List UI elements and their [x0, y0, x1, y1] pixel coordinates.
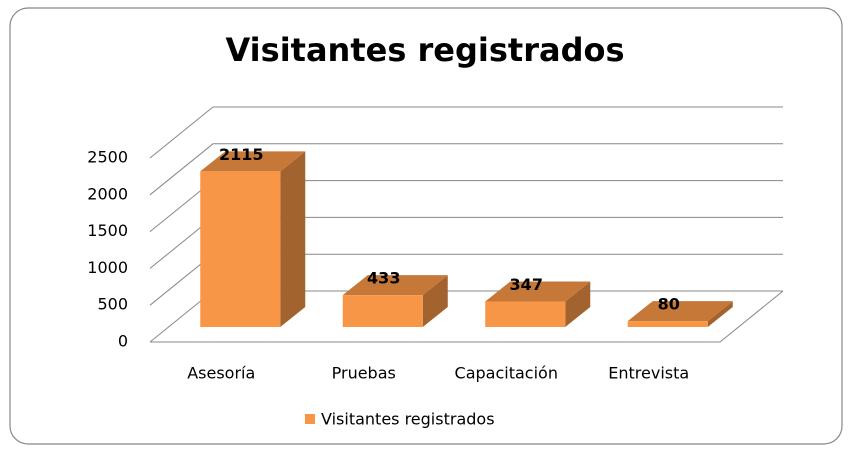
bar-top: [342, 275, 448, 296]
bar-top: [485, 281, 591, 302]
x-tick-label: Entrevista: [608, 364, 689, 383]
value-label: 347: [510, 275, 543, 294]
y-tick-label: 2500: [87, 148, 128, 167]
bar: [200, 171, 281, 327]
y-tick-label: 2000: [87, 184, 128, 203]
bar-side: [422, 275, 448, 327]
grid-line: [149, 106, 783, 159]
chart-title: Visitantes registrados: [225, 31, 624, 69]
value-label: 80: [658, 295, 680, 314]
x-tick-label: Pruebas: [332, 364, 396, 383]
y-tick-label: 0: [118, 332, 128, 351]
y-tick-label: 500: [97, 295, 128, 314]
grid-line: [149, 143, 783, 196]
x-tick-label: Capacitación: [455, 364, 558, 383]
legend-swatch: [305, 414, 315, 424]
x-tick-label: Asesoría: [187, 364, 255, 383]
bar-top: [627, 301, 733, 322]
y-tick-label: 1500: [87, 221, 128, 240]
legend-label: Visitantes registrados: [321, 410, 495, 429]
y-tick-label: 1000: [87, 258, 128, 277]
bar: [342, 295, 423, 327]
bar: [485, 301, 566, 327]
value-label: 433: [367, 269, 400, 288]
bar: [627, 321, 708, 327]
value-label: 2115: [219, 145, 264, 164]
bar-side: [707, 301, 733, 327]
bar-side: [565, 281, 591, 327]
chart-border: [9, 7, 843, 445]
bar-top: [200, 151, 306, 172]
bar-side: [280, 151, 306, 327]
floor: [150, 290, 784, 343]
